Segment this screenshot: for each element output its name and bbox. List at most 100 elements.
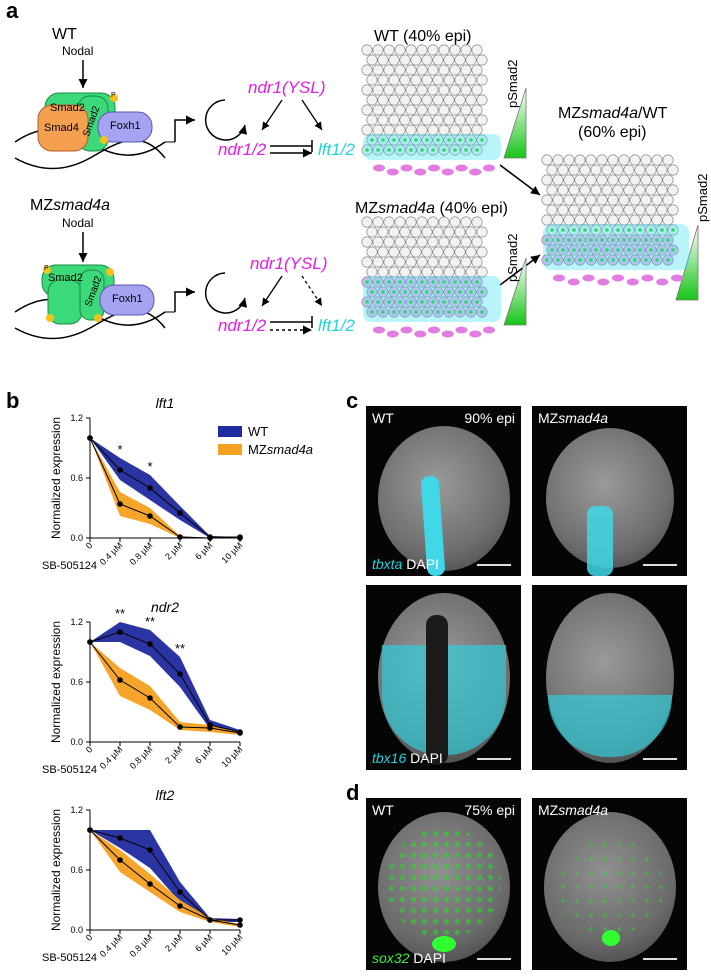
label-mz-d: MZsmad4a [538, 802, 609, 818]
significance-mark: ** [145, 614, 155, 629]
scale-bar [477, 564, 511, 566]
mzsmad4a-condition-label: MZsmad4a [30, 197, 111, 214]
y-tick-label: 1.2 [70, 617, 83, 627]
x-tick-label: 0.8 µM [128, 932, 155, 959]
data-point [147, 847, 153, 853]
data-point [117, 501, 123, 507]
panel-c-label: c [346, 388, 359, 413]
chart-2: lft2 0.0 0.6 1.2 0 0.4 µM 0.8 µM 2 µM 6 µM 10 µM N… [42, 787, 244, 964]
panel-b-label: b [6, 388, 20, 413]
legend: WT MZsmad4a [218, 424, 313, 457]
embryo-drawing [361, 216, 501, 338]
image-c-wt-tbxta: WT 90% epi tbxta DAPI [366, 406, 521, 577]
data-point [147, 641, 153, 647]
label-gene-sox32: sox32 DAPI [372, 950, 446, 966]
y-axis-label: Normalized expression [49, 621, 63, 743]
series-band [90, 438, 240, 538]
embryo-title-combined: MZsmad4a/WT [558, 105, 668, 122]
embryo-illustrations [361, 44, 689, 338]
nodal-label-bottom: Nodal [62, 216, 94, 230]
y-axis-label: Normalized expression [49, 809, 63, 931]
ndr1-ysl-top: ndr1(YSL) [248, 78, 326, 97]
data-point [177, 510, 183, 516]
label-wt-d: WT [372, 802, 394, 818]
foxh1-label-bottom: Foxh1 [112, 293, 143, 305]
label-mz-c1: MZsmad4a [538, 410, 609, 426]
lft12-top: lft1/2 [318, 140, 355, 159]
smad4-label: Smad4 [44, 122, 79, 134]
y-tick-label: 0.6 [70, 677, 83, 687]
data-point [117, 677, 123, 683]
x-tick-label: 2 µM [163, 540, 184, 561]
y-tick-label: 1.2 [70, 413, 83, 423]
phospho-label-top: P [111, 92, 116, 99]
data-point [117, 467, 123, 473]
data-point [177, 889, 183, 895]
significance-mark: ** [115, 606, 125, 621]
phospho-label-bottom: P [44, 265, 49, 272]
data-point [117, 857, 123, 863]
ndr1-ysl-bottom: ndr1(YSL) [250, 254, 328, 273]
chart-1: ndr2 0.0 0.6 1.2 0 0.4 µM 0.8 µM 2 µM 6 µM 10 µM N… [42, 599, 244, 776]
series-line [89, 829, 240, 921]
embryo-drawing [541, 154, 689, 286]
foxh1-label-top: Foxh1 [110, 120, 141, 132]
scale-bar [477, 958, 511, 960]
x-tick-label: 0.8 µM [128, 540, 155, 567]
data-point [177, 671, 183, 677]
series-line [89, 641, 241, 734]
x-tick-label: 2 µM [163, 744, 184, 765]
data-point [237, 917, 243, 923]
treatment-label: SB-505124 [42, 560, 97, 572]
ndr12-top: ndr1/2 [218, 140, 267, 159]
foxh1-shape-bottom [99, 284, 155, 316]
y-tick-label: 0.6 [70, 473, 83, 483]
y-tick-label: 0.6 [70, 865, 83, 875]
data-point [147, 513, 153, 519]
legend-label-mz: MZsmad4a [248, 442, 314, 457]
x-tick-label: 10 µM [220, 540, 245, 565]
embryo-title-wt: WT (40% epi) [374, 28, 472, 45]
treatment-label: SB-505124 [42, 952, 97, 964]
embryo-subtitle-combined: (60% epi) [578, 124, 647, 141]
x-tick-label: 0.4 µM [98, 540, 125, 567]
chart-title: lft1 [156, 395, 175, 411]
embryo-drawing [361, 44, 501, 176]
legend-swatch-wt [218, 426, 242, 437]
x-tick-label: 6 µM [193, 540, 214, 561]
series-band [90, 622, 240, 734]
x-tick-label: 0.4 µM [98, 744, 125, 771]
data-point [237, 922, 243, 928]
scale-bar [643, 564, 677, 566]
label-stage-d: 75% epi [464, 802, 515, 818]
y-tick-label: 0.0 [70, 533, 83, 543]
scale-bar [477, 758, 511, 760]
chart-title: ndr2 [151, 599, 179, 615]
x-tick-label: 0 [84, 932, 95, 943]
series-line [89, 829, 241, 926]
image-c-wt-tbx16: tbx16 DAPI [366, 585, 521, 770]
scale-bar [643, 758, 677, 760]
scale-bar [643, 958, 677, 960]
wt-condition-label: WT [52, 26, 77, 43]
panel-a-diagram [14, 60, 699, 340]
data-point [207, 725, 213, 731]
image-c-mz-tbx16 [532, 585, 687, 770]
data-point [147, 881, 153, 887]
series-line [89, 437, 240, 538]
smad4-shape [37, 104, 89, 152]
x-tick-label: 6 µM [193, 744, 214, 765]
data-point [237, 730, 243, 736]
smad2-label-top-a: Smad2 [50, 102, 85, 114]
significance-mark: * [147, 459, 152, 474]
x-tick-label: 10 µM [220, 744, 245, 769]
image-c-mz-tbxta: MZsmad4a [532, 406, 687, 576]
treatment-label: SB-505124 [42, 764, 97, 776]
y-tick-label: 0.0 [70, 737, 83, 747]
nodal-label-top: Nodal [62, 44, 94, 58]
legend-label-wt: WT [248, 424, 269, 439]
chart-title: lft2 [156, 787, 175, 803]
y-tick-label: 0.0 [70, 925, 83, 935]
label-stage-c: 90% epi [464, 410, 515, 426]
x-tick-label: 0 [84, 540, 95, 551]
